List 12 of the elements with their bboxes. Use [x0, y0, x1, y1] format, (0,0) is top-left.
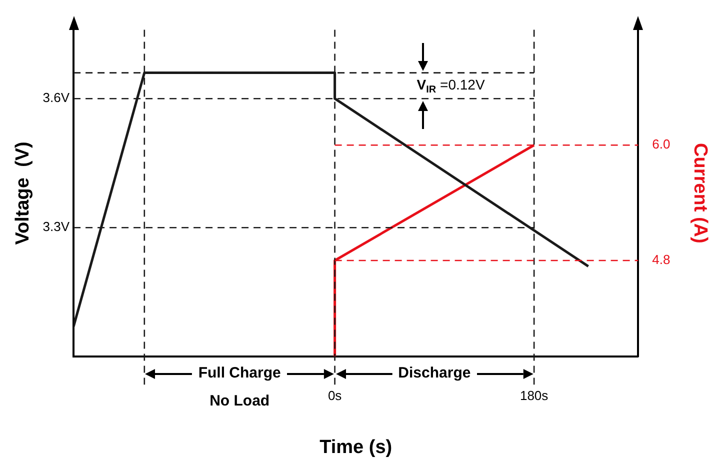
text: Discharge: [398, 364, 471, 382]
y-axis-title: Voltage (V): [12, 142, 34, 245]
y-tick-label: 3.3V: [42, 219, 70, 234]
x-axis-title: Time (s): [320, 436, 392, 458]
text: Full Charge: [198, 364, 281, 382]
x-tick-label: 0s: [328, 388, 342, 403]
y2-tick-label: 4.8: [652, 252, 670, 268]
y-tick-label: 3.6V: [42, 90, 70, 106]
y2-axis-title: Current (A): [689, 143, 710, 244]
y2-tick-label: 6.0: [652, 136, 670, 152]
x-tick-label: 180s: [520, 388, 549, 403]
text: No Load: [210, 392, 270, 410]
